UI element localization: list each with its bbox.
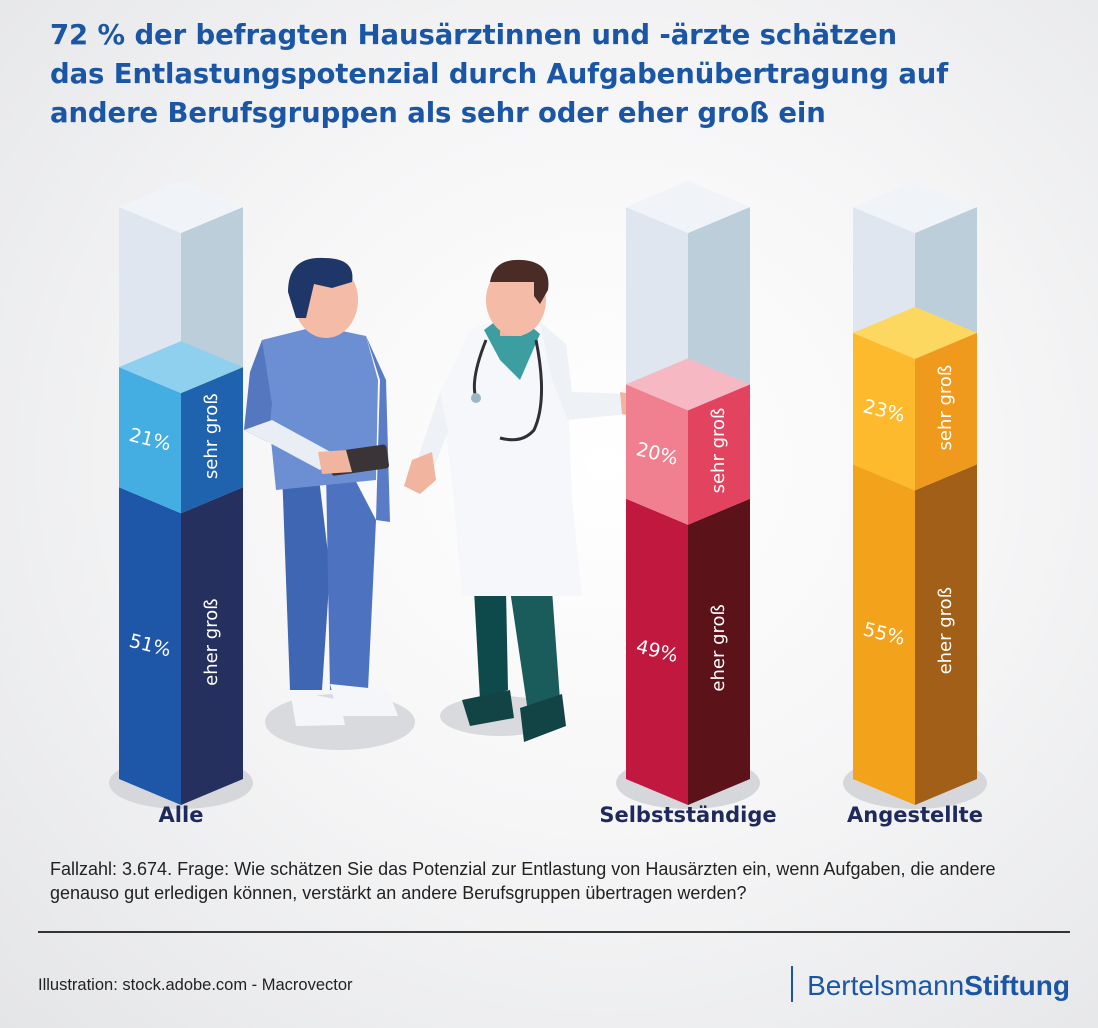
segment-eher-gross-front (853, 464, 915, 805)
series-label: eher groß (708, 604, 729, 691)
man-arm-right (366, 336, 390, 522)
series-label: eher groß (201, 598, 222, 685)
empty-segment-top (626, 181, 750, 233)
segment-sehr-gross-side (688, 384, 750, 525)
segment-sehr-gross-side (181, 367, 243, 514)
category-label-alle: Alle (158, 803, 204, 827)
chart-title: 72 % der befragten Hausärztinnen und -är… (50, 19, 949, 129)
doctor-arm-right (540, 322, 632, 420)
segment-eher-gross-side (181, 487, 243, 805)
segment-sehr-gross-top (853, 306, 977, 359)
doctor-shoe-right (520, 694, 566, 742)
footnote: Fallzahl: 3.674. Frage: Wie schätzen Sie… (50, 859, 996, 903)
man-hair (288, 257, 353, 318)
man-shoe-right (330, 684, 398, 716)
segment-eher-gross-side (915, 464, 977, 805)
segment-eher-gross-side (688, 498, 750, 805)
doctor-shoe-left (462, 690, 514, 726)
segment-eher-gross-front (626, 498, 688, 805)
divider (38, 931, 1070, 933)
segment-eher-gross-front (119, 487, 181, 805)
doctor-leg-right (510, 590, 560, 712)
brand-logo: BertelsmannStiftung (791, 966, 1070, 1002)
doctor-hand-left (404, 452, 436, 494)
doctor-leg-left (474, 590, 508, 700)
doctor-hair (490, 259, 549, 304)
segment-sehr-gross-top (626, 358, 750, 411)
man-leg-right (326, 470, 376, 690)
man-sleeve (244, 340, 272, 442)
man-leg-left (282, 470, 330, 690)
brand-name-part1: Bertelsmann (807, 970, 965, 1001)
doctors-illustration (244, 257, 668, 750)
man-hand (318, 450, 352, 474)
empty-segment-top (853, 181, 977, 233)
series-label: sehr groß (708, 408, 729, 494)
stethoscope-chest (471, 393, 481, 403)
series-label: sehr groß (935, 365, 956, 451)
segment-sehr-gross-side (915, 332, 977, 491)
illustration-credit: Illustration: stock.adobe.com - Macrovec… (38, 976, 353, 994)
brand-name-part2: Stiftung (964, 970, 1070, 1001)
series-label: sehr groß (201, 393, 222, 479)
man-undersleeve (244, 420, 338, 470)
segment-sehr-gross-front (626, 384, 688, 525)
empty-segment-top (119, 181, 243, 233)
category-label-angestellte: Angestellte (847, 803, 983, 827)
man-shoe-left (290, 690, 345, 726)
category-label-selbststaendige: Selbstständige (599, 803, 777, 827)
series-label: eher groß (935, 587, 956, 674)
segment-sehr-gross-front (853, 332, 915, 491)
segment-sehr-gross-top (119, 341, 243, 394)
segment-sehr-gross-front (119, 367, 181, 514)
